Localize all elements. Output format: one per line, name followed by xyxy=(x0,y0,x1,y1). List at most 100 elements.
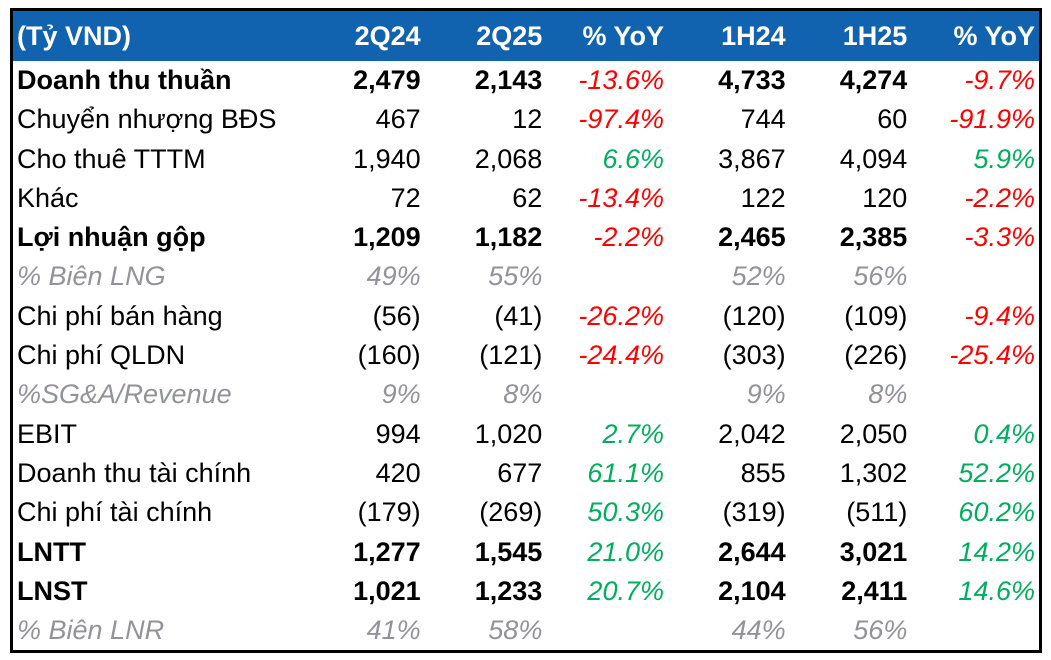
cell-1h24: 2,465 xyxy=(718,222,786,253)
cell-1h25: 56% xyxy=(853,261,908,292)
cell-2q25: 8% xyxy=(503,379,543,410)
cell-1h24: 9% xyxy=(746,379,786,410)
cell-1h24: 3,867 xyxy=(718,143,786,174)
cell-1h24: (303) xyxy=(722,340,786,371)
cell-1h25: (109) xyxy=(844,300,908,331)
cell-yoy-quarter: -97.4% xyxy=(578,104,664,135)
row-label: Lợi nhuận gộp xyxy=(17,222,206,253)
cell-1h24: 44% xyxy=(731,615,786,646)
cell-1h25: 2,385 xyxy=(839,222,908,253)
cell-yoy-half: -9.4% xyxy=(964,300,1035,331)
column-header-2q24: 2Q24 xyxy=(354,21,421,51)
cell-2q24: 9% xyxy=(381,379,421,410)
table-row-profit-after-tax: LNST 1,021 1,233 20.7% 2,104 2,411 14.6% xyxy=(13,571,1039,612)
table-row-financial-expenses: Chi phí tài chính (179) (269) 50.3% (319… xyxy=(13,493,1039,533)
table-row-financial-income: Doanh thu tài chính 420 677 61.1% 855 1,… xyxy=(13,453,1039,494)
cell-yoy-quarter: 21.0% xyxy=(587,536,664,567)
cell-1h25: 4,094 xyxy=(839,143,908,174)
cell-yoy-half: -25.4% xyxy=(949,340,1035,371)
row-label: Chi phí bán hàng xyxy=(17,300,223,331)
cell-2q25: 1,545 xyxy=(474,536,543,567)
cell-yoy-half: 14.2% xyxy=(958,536,1035,567)
table-row-sga-revenue-ratio: %SG&A/Revenue 9% 8% 9% 8% xyxy=(13,375,1039,415)
cell-1h25: 4,274 xyxy=(839,65,908,95)
table-header-row: (Tỷ VND) 2Q24 2Q25 % YoY 1H24 1H25 % YoY xyxy=(13,11,1039,61)
cell-2q24: 994 xyxy=(375,418,421,449)
cell-1h25: 2,411 xyxy=(841,575,908,606)
cell-1h25: 56% xyxy=(853,615,908,646)
table-row-profit-before-tax: LNTT 1,277 1,545 21.0% 2,644 3,021 14.2% xyxy=(13,532,1039,572)
cell-yoy-quarter: 2.7% xyxy=(602,418,664,449)
cell-yoy-quarter: 50.3% xyxy=(587,497,664,528)
cell-2q24: 2,479 xyxy=(353,65,421,95)
cell-yoy-half xyxy=(917,611,1039,650)
table-row-ebit: EBIT 994 1,020 2.7% 2,042 2,050 0.4% xyxy=(13,414,1039,454)
cell-1h24: 52% xyxy=(731,261,786,292)
cell-1h24: 2,644 xyxy=(718,536,786,567)
cell-yoy-quarter: -13.6% xyxy=(578,65,664,95)
cell-2q24: 49% xyxy=(366,261,421,292)
cell-yoy-quarter: 6.6% xyxy=(602,143,664,174)
cell-2q25: 12 xyxy=(512,104,543,135)
column-header-1h24: 1H24 xyxy=(721,21,786,51)
cell-2q24: (179) xyxy=(357,497,421,528)
table-row-mall-leasing: Cho thuê TTTM 1,940 2,068 6.6% 3,867 4,0… xyxy=(13,139,1039,179)
row-label: % Biên LNG xyxy=(17,261,166,292)
row-label: Chi phí tài chính xyxy=(17,497,213,528)
cell-1h25: 60 xyxy=(877,104,908,135)
table-row-gross-profit: Lợi nhuận gộp 1,209 1,182 -2.2% 2,465 2,… xyxy=(13,218,1039,258)
cell-1h25: (226) xyxy=(844,340,908,371)
cell-2q24: 1,021 xyxy=(353,575,421,606)
cell-1h25: (511) xyxy=(846,497,908,528)
cell-2q24: 1,209 xyxy=(353,222,421,253)
row-label: LNTT xyxy=(17,536,86,567)
cell-2q24: 467 xyxy=(375,104,421,135)
column-header-2q25: 2Q25 xyxy=(476,21,543,51)
cell-2q25: 2,143 xyxy=(474,65,543,95)
row-label: LNST xyxy=(17,575,88,606)
cell-1h25: 1,302 xyxy=(839,457,908,488)
cell-1h25: 120 xyxy=(862,182,908,213)
cell-2q24: (160) xyxy=(357,340,421,371)
cell-2q25: 677 xyxy=(497,457,543,488)
cell-1h25: 3,021 xyxy=(839,536,908,567)
cell-yoy-quarter xyxy=(552,257,674,296)
cell-1h24: (120) xyxy=(722,300,786,331)
financial-results-table: (Tỷ VND) 2Q24 2Q25 % YoY 1H24 1H25 % YoY… xyxy=(10,8,1042,654)
row-label: Doanh thu thuần xyxy=(17,65,232,95)
cell-yoy-quarter: -24.4% xyxy=(578,340,664,371)
column-header-yoy-q: % YoY xyxy=(582,21,664,51)
cell-yoy-quarter: 20.7% xyxy=(587,575,664,606)
table-row-property-transfer: Chuyển nhượng BĐS 467 12 -97.4% 744 60 -… xyxy=(13,100,1039,140)
cell-2q25: (41) xyxy=(494,300,543,331)
cell-yoy-quarter xyxy=(552,611,674,650)
cell-1h24: 4,733 xyxy=(718,65,786,95)
cell-yoy-half: 52.2% xyxy=(958,457,1035,488)
cell-1h24: (319) xyxy=(722,497,786,528)
cell-yoy-quarter: -13.4% xyxy=(578,182,664,213)
cell-2q25: 2,068 xyxy=(474,143,543,174)
cell-2q25: (121) xyxy=(479,340,543,371)
cell-yoy-quarter: 61.1% xyxy=(587,457,664,488)
cell-2q24: 1,940 xyxy=(353,143,421,174)
row-label: % Biên LNR xyxy=(17,615,165,646)
row-label: Khác xyxy=(17,182,79,213)
cell-1h25: 2,050 xyxy=(839,418,908,449)
table-row-selling-expenses: Chi phí bán hàng (56) (41) -26.2% (120) … xyxy=(13,296,1039,337)
cell-2q25: 55% xyxy=(488,261,543,292)
cell-yoy-half: -3.3% xyxy=(964,222,1035,253)
cell-2q25: 1,233 xyxy=(474,575,543,606)
cell-yoy-quarter xyxy=(552,375,674,414)
cell-2q25: (269) xyxy=(479,497,543,528)
cell-yoy-half: -91.9% xyxy=(949,104,1035,135)
cell-2q24: 420 xyxy=(375,457,421,488)
cell-1h24: 2,104 xyxy=(718,575,786,606)
cell-yoy-half: 5.9% xyxy=(973,143,1035,174)
cell-2q24: 1,277 xyxy=(353,536,421,567)
table-row-net-margin: % Biên LNR 41% 58% 44% 56% xyxy=(13,611,1039,651)
cell-2q24: 72 xyxy=(390,182,421,213)
row-label: Chuyển nhượng BĐS xyxy=(17,104,277,135)
column-header-unit: (Tỷ VND) xyxy=(17,21,131,51)
cell-yoy-half: -9.7% xyxy=(964,65,1035,95)
cell-1h24: 122 xyxy=(740,182,786,213)
